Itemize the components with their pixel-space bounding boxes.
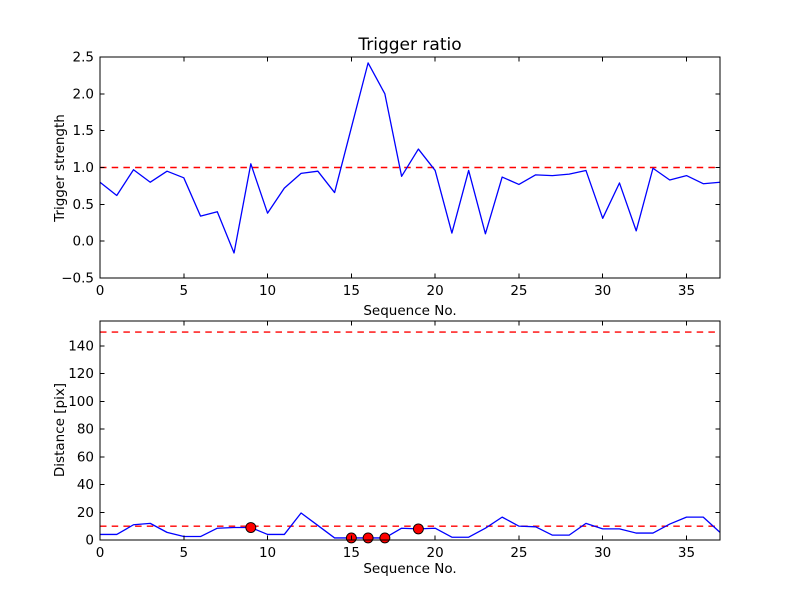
x-tick-label: 0 <box>96 283 105 299</box>
y-tick-label: 0 <box>85 533 94 549</box>
x-tick-label: 5 <box>179 283 188 299</box>
x-tick-label: 20 <box>427 283 444 299</box>
bottom-y-axis-label: Distance [pix] <box>52 382 68 478</box>
y-tick-label: 80 <box>77 422 94 438</box>
trigger-marker-dot <box>379 532 391 544</box>
tick-labels: 0 5 10 15 20 25 30 35 0 20 40 60 80 100 120 140 <box>68 338 695 561</box>
top-y-axis-label: Trigger strength <box>52 114 68 222</box>
axes-frame <box>99 320 721 541</box>
y-tick-label: 140 <box>68 338 94 354</box>
y-tick-label: 20 <box>77 505 94 521</box>
x-tick-label: 10 <box>259 283 276 299</box>
trigger-marker-dot <box>245 522 257 533</box>
trigger-marker-dot <box>412 523 424 535</box>
tick-labels: 0 5 10 15 20 25 30 35 2.5 2.0 1.5 1.0 0.5 0.0 −0.5 <box>61 50 695 300</box>
y-tick-label: 1.5 <box>73 123 94 139</box>
x-tick-label: 25 <box>510 283 527 299</box>
data-line <box>99 62 721 254</box>
y-tick-label: 40 <box>77 477 94 493</box>
x-tick-label: 30 <box>594 545 611 561</box>
bottom-x-axis-label: Sequence No. <box>363 561 457 577</box>
x-tick-label: 35 <box>678 545 695 561</box>
x-tick-label: 15 <box>343 545 360 561</box>
x-tick-label: 5 <box>179 545 188 561</box>
tick-marks <box>99 56 720 279</box>
y-tick-label: 100 <box>68 394 94 410</box>
axes-background <box>100 321 720 540</box>
y-tick-label: 1.0 <box>73 160 94 176</box>
top-chart-panel: 0 5 10 15 20 25 30 35 2.5 2.0 1.5 1.0 0.5 0.0 −0.5 <box>61 50 721 300</box>
x-tick-label: 0 <box>96 545 105 561</box>
x-tick-label: 35 <box>678 283 695 299</box>
y-tick-label: 2.0 <box>73 86 94 102</box>
y-tick-label: 0.5 <box>73 197 94 213</box>
trigger-marker-dot <box>362 532 374 544</box>
top-x-axis-label: Sequence No. <box>363 303 457 319</box>
x-tick-label: 10 <box>259 545 276 561</box>
y-tick-label: 0.0 <box>73 234 94 250</box>
y-tick-label: 120 <box>68 366 94 382</box>
x-tick-label: 30 <box>594 283 611 299</box>
y-tick-label: −0.5 <box>61 271 94 287</box>
bottom-chart-panel: 0 5 10 15 20 25 30 35 0 20 40 60 80 100 120 140 <box>68 320 721 561</box>
x-tick-label: 20 <box>427 545 444 561</box>
x-tick-label: 25 <box>510 545 527 561</box>
y-tick-label: 60 <box>77 449 94 465</box>
x-tick-label: 15 <box>343 283 360 299</box>
tick-marks <box>99 321 720 541</box>
y-tick-label: 2.5 <box>73 50 94 66</box>
data-line <box>100 512 721 539</box>
chart-title: Trigger ratio <box>358 35 462 55</box>
